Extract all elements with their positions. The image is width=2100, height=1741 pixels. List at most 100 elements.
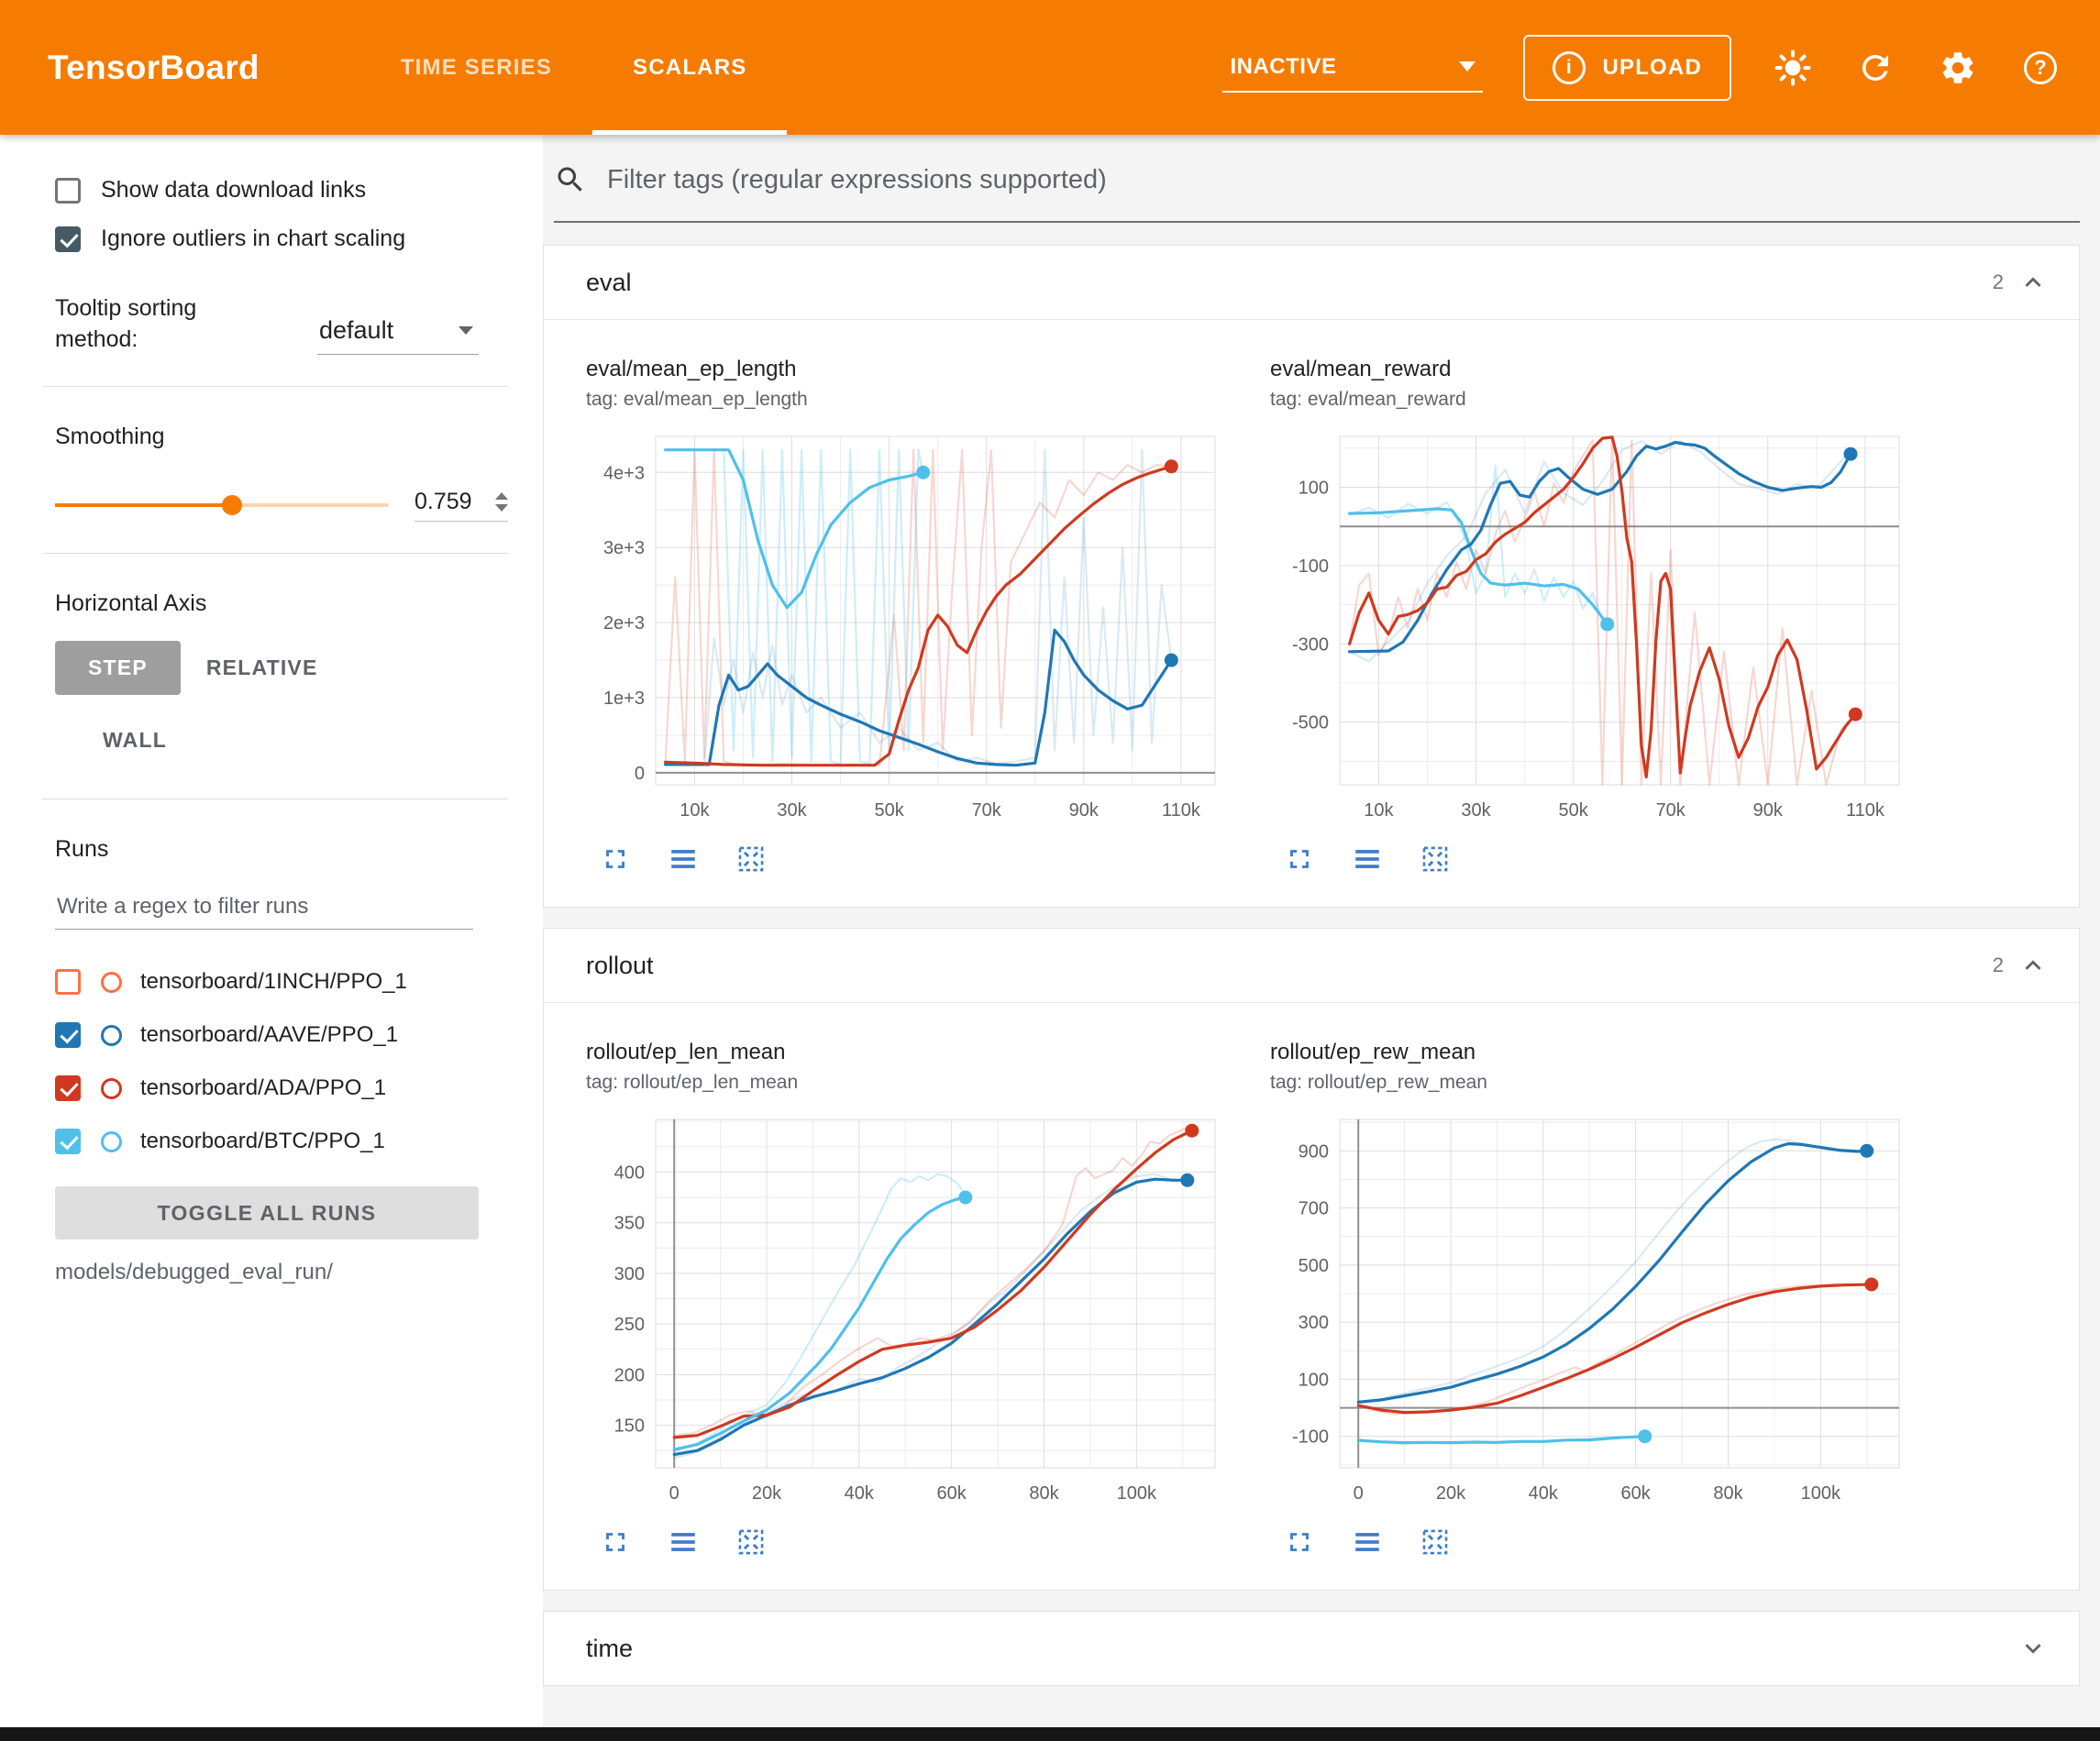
data-lines-icon[interactable] [1351, 843, 1384, 876]
run-item-aave[interactable]: tensorboard/AAVE/PPO_1 [55, 1008, 508, 1062]
sidebar-divider [42, 553, 508, 554]
chart-canvas[interactable]: 0 20k 40k 60k 80k 100k -100 100 300 500 700 900 [1270, 1108, 1914, 1513]
ignore-outliers-checkbox[interactable] [55, 226, 81, 252]
upload-info-icon: i [1553, 50, 1586, 84]
axis-wall-button[interactable]: WALL [103, 728, 167, 752]
collapse-chevron-icon[interactable] [2015, 947, 2051, 984]
run-item-btc[interactable]: tensorboard/BTC/PPO_1 [55, 1115, 508, 1168]
run-color-circle-icon [101, 1077, 122, 1099]
svg-text:0: 0 [669, 1483, 680, 1504]
fullscreen-icon[interactable] [1283, 1526, 1316, 1559]
brightness-icon[interactable] [1772, 47, 1814, 89]
fit-domain-icon[interactable] [735, 843, 768, 876]
svg-text:3e+3: 3e+3 [603, 538, 645, 558]
smoothing-value: 0.759 [414, 489, 472, 514]
svg-text:100k: 100k [1117, 1483, 1157, 1504]
smoothing-slider[interactable] [55, 495, 389, 515]
run-label: tensorboard/ADA/PPO_1 [140, 1075, 387, 1100]
fit-domain-icon[interactable] [1419, 1526, 1452, 1559]
svg-text:70k: 70k [1656, 800, 1686, 821]
run-item-1inch[interactable]: tensorboard/1INCH/PPO_1 [55, 955, 508, 1008]
axis-relative-button[interactable]: RELATIVE [205, 656, 318, 679]
help-icon[interactable]: ? [2019, 47, 2061, 89]
run-checkbox[interactable] [55, 1075, 81, 1101]
run-color-circle-icon [101, 971, 122, 993]
section-eval-header[interactable]: eval 2 [544, 246, 2079, 320]
section-rollout-body: rollout/ep_len_mean tag: rollout/ep_len_… [544, 1003, 2079, 1590]
stepper-icons[interactable] [495, 492, 508, 512]
section-chart-count: 2 [1992, 953, 2004, 976]
chart-toolbar [1270, 843, 1914, 876]
tag-filter-input[interactable] [605, 163, 2080, 196]
chart-canvas[interactable]: 10k 30k 50k 70k 90k 110k 0 1e+3 2e+3 3e+3 4e+3 [586, 425, 1230, 830]
status-dropdown[interactable]: INACTIVE [1222, 43, 1484, 93]
run-checkbox[interactable] [55, 1129, 81, 1154]
svg-text:40k: 40k [845, 1483, 875, 1504]
help-question-mark: ? [2024, 50, 2057, 84]
svg-text:350: 350 [614, 1214, 645, 1234]
chart-title: eval/mean_reward [1270, 357, 1452, 381]
data-lines-icon[interactable] [1351, 1526, 1384, 1559]
svg-text:2e+3: 2e+3 [603, 613, 645, 634]
section-title: rollout [586, 951, 654, 979]
run-label: tensorboard/1INCH/PPO_1 [140, 969, 407, 994]
tooltip-sorting-select[interactable]: default [317, 316, 479, 355]
stepper-down-icon[interactable] [495, 504, 508, 512]
run-label: tensorboard/BTC/PPO_1 [140, 1129, 385, 1153]
collapse-chevron-icon[interactable] [2015, 264, 2051, 301]
chart-title: rollout/ep_len_mean [586, 1040, 786, 1064]
smoothing-value-input[interactable]: 0.759 [414, 489, 508, 522]
svg-text:60k: 60k [936, 1483, 967, 1504]
chart-canvas[interactable]: 0 20k 40k 60k 80k 100k 150 200 250 300 350 400 [586, 1108, 1230, 1513]
svg-text:-100: -100 [1292, 556, 1329, 577]
run-checkbox[interactable] [55, 969, 81, 995]
fit-domain-icon[interactable] [735, 1526, 768, 1559]
settings-gear-icon[interactable] [1937, 47, 1979, 89]
svg-text:110k: 110k [1846, 800, 1885, 821]
section-eval: eval 2 eval/mean_ep_length tag: eval/mea… [543, 245, 2080, 908]
axis-step-button[interactable]: STEP [55, 641, 181, 695]
svg-text:100k: 100k [1801, 1483, 1841, 1504]
fullscreen-icon[interactable] [599, 843, 632, 876]
svg-text:30k: 30k [1461, 800, 1491, 821]
section-rollout: rollout 2 rollout/ep_len_mean tag: rollo… [543, 928, 2080, 1591]
svg-text:50k: 50k [874, 800, 904, 821]
section-header-right: 2 [1993, 264, 2051, 301]
data-lines-icon[interactable] [667, 843, 700, 876]
chart-tag: tag: eval/mean_ep_length [586, 389, 808, 410]
svg-text:300: 300 [614, 1264, 645, 1284]
ignore-outliers-row[interactable]: Ignore outliers in chart scaling [55, 226, 508, 252]
fullscreen-icon[interactable] [599, 1526, 632, 1559]
upload-button[interactable]: i UPLOAD [1523, 34, 1731, 101]
show-download-links-checkbox[interactable] [55, 177, 81, 204]
fullscreen-icon[interactable] [1283, 843, 1316, 876]
toggle-all-runs-button[interactable]: TOGGLE ALL RUNS [55, 1186, 479, 1240]
refresh-icon[interactable] [1854, 47, 1896, 89]
section-time-header[interactable]: time [544, 1612, 2079, 1685]
svg-text:300: 300 [1299, 1313, 1329, 1333]
collapse-chevron-icon[interactable] [2015, 1630, 2051, 1667]
chart-block-mean-reward: eval/mean_reward tag: eval/mean_reward 1… [1270, 357, 1914, 876]
data-lines-icon[interactable] [667, 1526, 700, 1559]
svg-text:150: 150 [614, 1416, 645, 1437]
svg-text:500: 500 [1299, 1256, 1329, 1276]
svg-text:20k: 20k [752, 1483, 782, 1504]
svg-text:40k: 40k [1529, 1483, 1559, 1504]
dashboard-main: eval 2 eval/mean_ep_length tag: eval/mea… [543, 135, 2100, 1727]
svg-text:0: 0 [635, 764, 645, 784]
section-rollout-header[interactable]: rollout 2 [544, 929, 2079, 1003]
runs-filter-input[interactable] [55, 887, 473, 930]
run-item-ada[interactable]: tensorboard/ADA/PPO_1 [55, 1062, 508, 1115]
stepper-up-icon[interactable] [495, 492, 508, 500]
fit-domain-icon[interactable] [1419, 843, 1452, 876]
tab-time-series[interactable]: TIME SERIES [400, 54, 553, 80]
run-checkbox[interactable] [55, 1022, 81, 1048]
tab-scalars[interactable]: SCALARS [592, 0, 788, 135]
chart-canvas[interactable]: 10k 30k 50k 70k 90k 110k -500 -300 -100 100 [1270, 425, 1914, 830]
settings-sidebar: Show data download links Ignore outliers… [0, 135, 543, 1727]
smoothing-slider-thumb[interactable] [221, 495, 242, 515]
show-download-links-label: Show data download links [101, 177, 367, 203]
show-download-links-row[interactable]: Show data download links [55, 177, 508, 204]
svg-text:50k: 50k [1558, 800, 1588, 821]
